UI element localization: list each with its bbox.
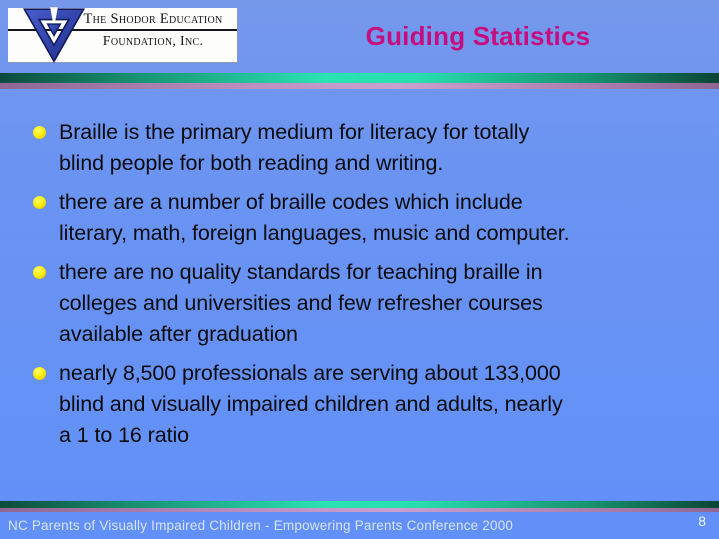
shodor-triangle-icon — [22, 7, 86, 64]
bullet-text: there are a number of braille codes whic… — [59, 187, 570, 249]
bullet-item: nearly 8,500 professionals are serving a… — [33, 358, 691, 451]
bullet-dot-icon — [33, 266, 46, 279]
bullet-dot-icon — [33, 196, 46, 209]
logo-divider-rule — [8, 29, 237, 31]
bullet-dot-icon — [33, 367, 46, 380]
slide-title-container: Guiding Statistics — [237, 21, 719, 52]
bullet-item: there are no quality standards for teach… — [33, 257, 691, 350]
footer-pink-line — [0, 508, 719, 512]
bullet-text-line: a 1 to 16 ratio — [59, 423, 189, 447]
bullet-text-line: literary, math, foreign languages, music… — [59, 221, 570, 245]
bullet-text: nearly 8,500 professionals are serving a… — [59, 358, 563, 451]
bullet-text: Braille is the primary medium for litera… — [59, 117, 529, 179]
bullet-text-line: available after graduation — [59, 322, 298, 346]
logo-text-line2: Foundation, Inc. — [102, 34, 204, 49]
bullet-text: there are no quality standards for teach… — [59, 257, 543, 350]
bullet-item: Braille is the primary medium for litera… — [33, 117, 691, 179]
bullet-text-line: Braille is the primary medium for litera… — [59, 120, 530, 144]
footer-teal-bar — [0, 501, 719, 508]
bullet-text-line: nearly 8,500 professionals are serving a… — [59, 361, 561, 385]
bullet-text-line: blind people for both reading and writin… — [59, 151, 444, 175]
logo-text: The Shodor Education Foundation, Inc. — [72, 8, 234, 50]
bullet-text-line: there are no quality standards for teach… — [59, 260, 543, 284]
shodor-logo-box: The Shodor Education Foundation, Inc. — [8, 7, 237, 64]
page-number: 8 — [698, 513, 706, 529]
header-pink-line — [0, 83, 719, 89]
bullet-text-line: colleges and universities and few refres… — [59, 291, 543, 315]
footer-row: NC Parents of Visually Impaired Children… — [0, 512, 719, 539]
slide-title: Guiding Statistics — [365, 21, 591, 51]
header-teal-bar — [0, 73, 719, 83]
bullet-dot-icon — [33, 126, 46, 139]
bullet-item: there are a number of braille codes whic… — [33, 187, 691, 249]
slide-footer: NC Parents of Visually Impaired Children… — [0, 501, 719, 539]
logo-text-line1: The Shodor Education — [83, 11, 223, 27]
bullet-text-line: blind and visually impaired children and… — [59, 392, 563, 416]
footer-conference-text: NC Parents of Visually Impaired Children… — [8, 518, 514, 533]
bullet-text-line: there are a number of braille codes whic… — [59, 190, 523, 214]
slide-body: Braille is the primary medium for litera… — [0, 89, 719, 501]
